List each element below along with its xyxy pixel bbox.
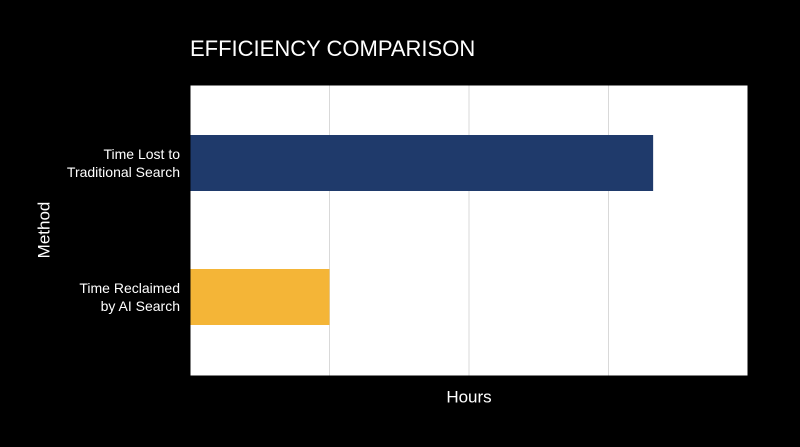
bar (190, 269, 330, 325)
x-axis-label: Hours (446, 387, 491, 406)
value-label: 50 hours (338, 286, 404, 305)
y-tick-label: Time Reclaimed by AI Search (79, 280, 180, 314)
y-axis-label: Method (34, 202, 53, 259)
value-label: 166 hours (661, 152, 737, 171)
chart-title: EFFICIENCY COMPARISON (190, 36, 475, 61)
y-tick-label: Time Lost to Traditional Search (66, 146, 180, 180)
bar (190, 135, 654, 191)
plot-border (189, 84, 749, 377)
